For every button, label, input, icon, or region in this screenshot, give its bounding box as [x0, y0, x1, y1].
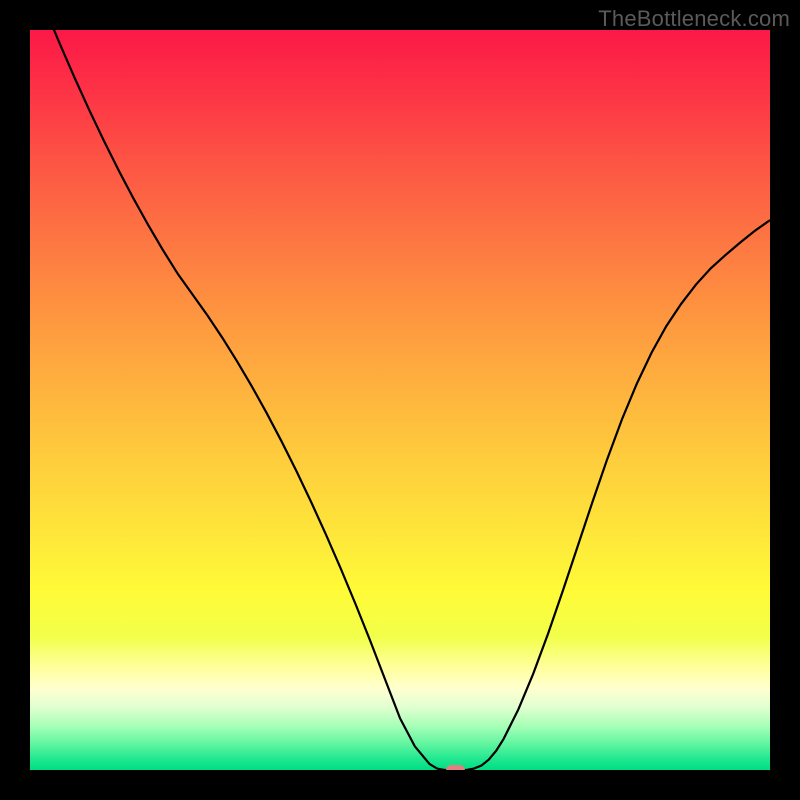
plot-area	[30, 30, 770, 770]
curve-path	[30, 30, 770, 770]
bottleneck-curve	[30, 30, 770, 770]
chart-container: TheBottleneck.com	[0, 0, 800, 800]
optimal-marker	[446, 765, 465, 770]
watermark-text: TheBottleneck.com	[598, 6, 790, 32]
